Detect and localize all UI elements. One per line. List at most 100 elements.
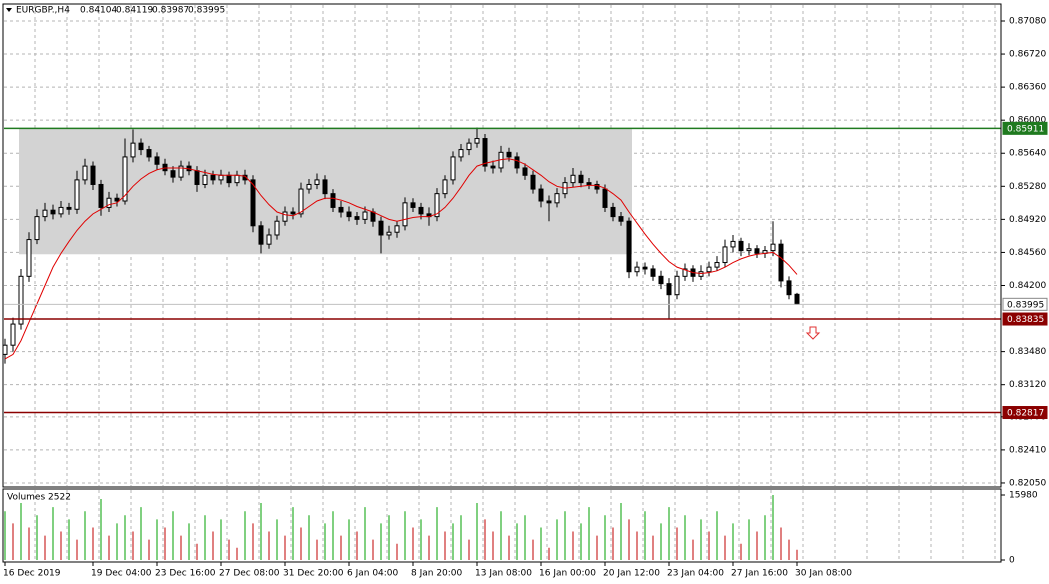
level-label-box — [1002, 121, 1048, 135]
candle-body — [58, 206, 64, 215]
candle-body — [282, 211, 288, 222]
candle-body — [250, 179, 256, 227]
candle-body — [730, 240, 736, 248]
candle-body — [106, 197, 112, 208]
candle-body — [522, 167, 528, 176]
menu-triangle[interactable] — [6, 8, 12, 12]
candle-body — [26, 239, 32, 277]
candle-body — [66, 206, 72, 210]
candle-body — [34, 216, 40, 241]
candle-body — [210, 174, 216, 181]
candle-body — [594, 183, 600, 190]
y-tick-label: 0.83480 — [1009, 347, 1046, 357]
chart-layer: 0.87080 0.86720 0.86360 0.86000 0.85640 0.852… — [2, 16, 1048, 579]
candle-body — [770, 243, 776, 252]
candle-body — [194, 170, 200, 185]
candle-body — [482, 138, 488, 167]
candle-body — [202, 174, 208, 185]
volume-title: Volumes 2522 — [7, 493, 71, 503]
candle-body — [178, 165, 184, 178]
candle-body — [642, 266, 648, 270]
candle-body — [354, 216, 360, 220]
candle-body — [506, 151, 512, 158]
candle-body — [338, 206, 344, 213]
candle-body — [122, 156, 128, 202]
y-tick-label: 0.84560 — [1009, 248, 1046, 258]
level-label-box — [1002, 297, 1048, 311]
candle-body — [410, 202, 416, 208]
candle-body — [634, 266, 640, 273]
candle-body — [586, 182, 592, 185]
y-tick-label: 0.86360 — [1009, 83, 1046, 93]
candle-body — [330, 193, 336, 208]
candle-body — [554, 193, 560, 204]
candle-body — [258, 225, 264, 245]
candle-body — [82, 165, 88, 181]
x-tick-label: 23 Dec 16:00 — [155, 569, 216, 579]
candle-body — [50, 209, 56, 215]
candle-body — [674, 275, 680, 296]
candle-body — [90, 165, 96, 185]
x-tick-label: 6 Jan 04:00 — [347, 569, 399, 579]
y-tick-label: 0.85280 — [1009, 182, 1046, 192]
candle-body — [466, 142, 472, 151]
x-tick-label: 27 Jan 16:00 — [731, 569, 788, 579]
candle-body — [786, 280, 792, 296]
candle-body — [538, 188, 544, 202]
candle-body — [658, 275, 664, 285]
level-label-box — [1002, 406, 1048, 420]
candle-body — [130, 142, 136, 158]
candle-body — [738, 240, 744, 252]
candle-body — [458, 149, 464, 158]
x-tick-label: 27 Dec 08:00 — [219, 569, 280, 579]
x-tick-label: 19 Dec 04:00 — [91, 569, 152, 579]
candle-body — [154, 156, 160, 165]
candle-body — [570, 174, 576, 184]
candle-body — [274, 220, 280, 236]
candle-body — [626, 220, 632, 273]
candle-body — [578, 174, 584, 184]
candle-body — [514, 156, 520, 169]
level-label-box — [1002, 312, 1048, 326]
x-tick-label: 8 Jan 20:00 — [411, 569, 463, 579]
candle-body — [218, 174, 224, 181]
candle-body — [74, 179, 80, 210]
candle-body — [378, 220, 384, 236]
y-tick-label: 0.86000 — [1009, 116, 1046, 126]
candle-body — [2, 344, 8, 355]
y-tick-label: 0.87080 — [1009, 16, 1046, 26]
volume-tick-label: 15980 — [1009, 491, 1038, 501]
header-high: 0.84119 — [116, 6, 153, 16]
candle-body — [754, 248, 760, 254]
candle-body — [546, 200, 552, 204]
x-tick-label: 30 Jan 08:00 — [795, 569, 852, 579]
candle-body — [490, 165, 496, 169]
candle-body — [314, 179, 320, 185]
level-label: 0.83835 — [1007, 315, 1044, 325]
level-label: 0.82817 — [1007, 409, 1044, 419]
y-tick-label: 0.83120 — [1009, 380, 1046, 390]
candle-body — [370, 211, 376, 222]
candle-body — [666, 283, 672, 296]
header-low: 0.83987 — [152, 6, 189, 16]
x-tick-label: 31 Dec 20:00 — [283, 569, 344, 579]
candle-body — [234, 174, 240, 184]
candle-body — [610, 206, 616, 218]
volume-frame — [2, 488, 1002, 563]
candle-body — [434, 193, 440, 218]
level-label: 0.85911 — [1007, 124, 1044, 134]
candle-body — [714, 262, 720, 268]
y-tick-label: 0.84920 — [1009, 215, 1046, 225]
candle-body — [298, 188, 304, 215]
main-frame — [2, 3, 1002, 488]
volume-tick-label: 0 — [1009, 556, 1015, 566]
candle-body — [114, 197, 120, 202]
candle-body — [602, 188, 608, 208]
candle-body — [794, 293, 800, 305]
candle-body — [618, 216, 624, 222]
x-tick-label: 23 Jan 04:00 — [667, 569, 724, 579]
x-tick-label: 16 Jan 00:00 — [539, 569, 596, 579]
candle-body — [346, 211, 352, 218]
candle-body — [650, 268, 656, 277]
